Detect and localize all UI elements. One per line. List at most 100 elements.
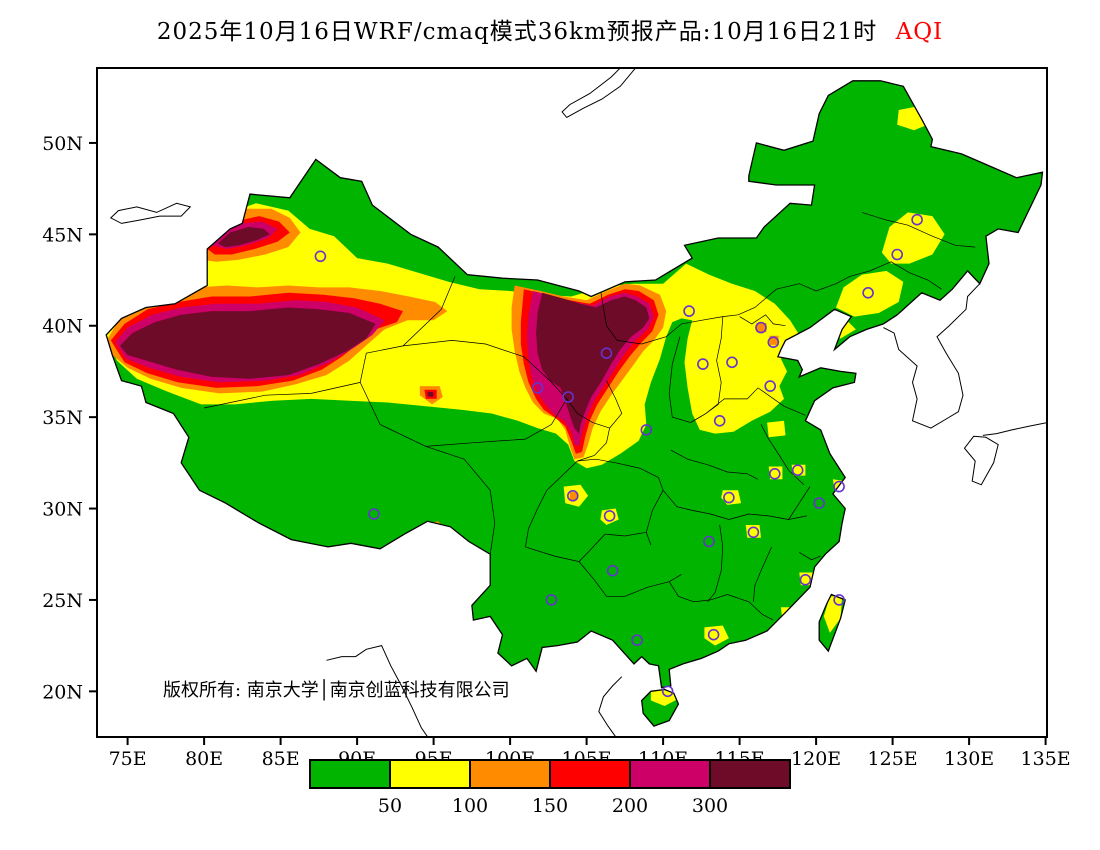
city-marker [683, 305, 695, 317]
colorbar-legend: 50 100 150 200 300 [309, 759, 791, 817]
x-tick-label: 80E [185, 748, 223, 770]
legend-swatch-yellow [389, 759, 471, 789]
province-line [861, 212, 976, 248]
province-line [869, 261, 942, 290]
y-tick-label: 50N [42, 133, 83, 155]
city-marker [723, 491, 735, 504]
province-line [359, 382, 496, 555]
province-line [662, 490, 807, 520]
x-tick-label: 85E [262, 748, 300, 770]
province-line [788, 486, 811, 520]
province-line [204, 276, 456, 409]
x-tick-label: 125E [868, 748, 918, 770]
city-marker [545, 594, 558, 606]
chart-title: 2025年10月16日WRF/cmaq模式36km预报产品:10月16日21时 … [157, 19, 943, 45]
legend-threshold-label: 150 [532, 795, 568, 817]
x-tick-label: 130E [944, 748, 994, 770]
province-line [739, 314, 786, 327]
copyright-note: 版权所有: 南京大学│南京创蓝科技有限公司 [163, 679, 510, 701]
province-line [799, 552, 821, 561]
y-tick-label: 35N [42, 407, 83, 429]
map-layer [105, 68, 1047, 737]
city-marker [640, 424, 653, 436]
city-marker [631, 634, 643, 647]
city-marker [314, 250, 327, 263]
city-marker [368, 508, 380, 520]
x-tick-label: 135E [1021, 748, 1071, 770]
x-tick-label: 75E [109, 748, 147, 770]
legend-swatch-maroon [709, 759, 791, 789]
aqi-region-100-150 [569, 492, 578, 501]
city-marker [562, 391, 575, 403]
legend-swatch-orange [469, 759, 551, 789]
city-marker [747, 526, 760, 539]
neighbor-coastline [883, 283, 981, 429]
legend-swatch-green [309, 759, 391, 789]
aqi-region-300+ [427, 391, 434, 397]
aqi-region-100-150 [756, 323, 767, 333]
city-marker [799, 573, 812, 586]
city-marker [911, 213, 923, 226]
city-marker [791, 464, 804, 477]
y-tick-label: 25N [42, 590, 83, 612]
city-marker [531, 382, 544, 394]
country-outline-china [105, 80, 1044, 689]
city-markers [314, 213, 923, 698]
city-marker [603, 510, 616, 522]
city-marker [767, 336, 780, 349]
legend-swatch-magenta [629, 759, 711, 789]
aqi-region-50-100 [767, 420, 786, 438]
city-marker [833, 594, 845, 606]
province-line [525, 531, 647, 562]
province-line [600, 270, 870, 345]
province-line [525, 460, 578, 547]
aqi-region-150-200 [427, 526, 440, 536]
legend-threshold-label: 50 [378, 795, 402, 817]
city-marker [833, 480, 845, 493]
province-line [606, 380, 623, 429]
province-line [668, 336, 691, 423]
city-marker [726, 356, 738, 369]
aqi-region-50-100 [881, 212, 945, 264]
province-line [402, 340, 568, 447]
city-marker [703, 535, 715, 548]
legend-swatch-red [549, 759, 631, 789]
aqi-contour-fills [106, 104, 945, 706]
y-tick-label: 40N [42, 316, 83, 338]
neighbor-coastline [326, 645, 429, 737]
city-marker [768, 467, 781, 480]
neighbor-coastline [598, 676, 623, 737]
chart-title-variable: AQI [895, 19, 944, 45]
lake-outline [109, 202, 192, 224]
x-tick-label: 120E [791, 748, 841, 770]
chart-title-text: 2025年10月16日WRF/cmaq模式36km预报产品:10月16日21时 [157, 19, 877, 45]
y-tick-label: 45N [42, 224, 83, 246]
city-marker [862, 286, 874, 299]
province-line [668, 581, 774, 621]
city-marker [661, 685, 674, 698]
province-boundaries [204, 212, 976, 621]
country-outline-taiwan [818, 593, 846, 653]
neighbor-coastline [982, 422, 1047, 436]
city-marker [764, 380, 777, 392]
city-marker [566, 489, 579, 502]
city-marker [813, 497, 826, 509]
province-line [707, 524, 724, 603]
province-line [753, 546, 773, 602]
city-marker [891, 248, 904, 261]
city-marker [755, 321, 767, 334]
legend-threshold-label: 200 [612, 795, 648, 817]
legend-threshold-label: 100 [452, 795, 488, 817]
neighbor-island [963, 435, 999, 486]
legend-threshold-label: 300 [692, 795, 728, 817]
city-marker [697, 358, 709, 370]
country-outline-hainan [641, 688, 680, 727]
aqi-region-300+ [120, 307, 376, 379]
city-marker [707, 628, 720, 641]
city-marker [713, 414, 726, 427]
city-marker [606, 564, 619, 577]
city-marker [600, 347, 613, 360]
plot-frame [96, 67, 1048, 738]
lake-outline [561, 68, 637, 119]
